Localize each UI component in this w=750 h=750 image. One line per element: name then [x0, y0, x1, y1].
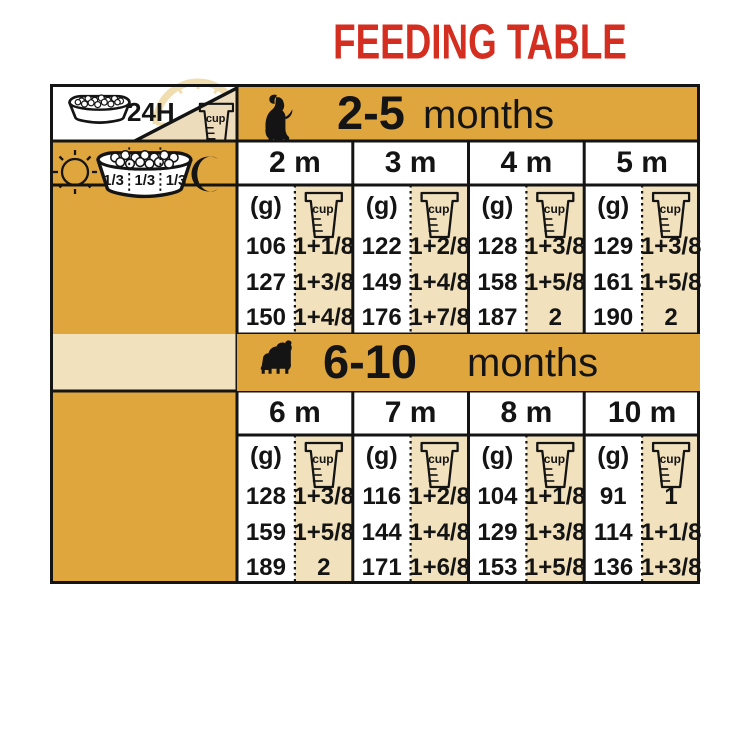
- svg-text:136: 136: [593, 554, 633, 581]
- svg-text:1/3: 1/3: [103, 173, 124, 189]
- svg-text:153: 153: [477, 554, 517, 581]
- svg-text:(g): (g): [250, 442, 282, 470]
- svg-text:1+6/8: 1+6/8: [409, 554, 470, 581]
- svg-text:176: 176: [362, 304, 402, 331]
- svg-text:3 m: 3 m: [385, 146, 437, 179]
- svg-text:8 m: 8 m: [501, 396, 553, 429]
- svg-text:106: 106: [246, 233, 286, 260]
- svg-text:91: 91: [600, 483, 627, 510]
- svg-text:1: 1: [664, 483, 677, 510]
- svg-text:128: 128: [246, 483, 286, 510]
- svg-text:190: 190: [593, 304, 633, 331]
- svg-text:1+1/8: 1+1/8: [293, 233, 354, 260]
- svg-text:128: 128: [477, 233, 517, 260]
- svg-text:2-5: 2-5: [337, 86, 405, 139]
- svg-text:116: 116: [362, 483, 401, 510]
- svg-text:1+3/8: 1+3/8: [525, 233, 586, 260]
- svg-text:129: 129: [477, 519, 517, 546]
- svg-text:5 m: 5 m: [616, 146, 668, 179]
- svg-text:1+3/8: 1+3/8: [293, 269, 354, 296]
- svg-text:1+4/8: 1+4/8: [293, 304, 354, 331]
- svg-text:158: 158: [477, 269, 517, 296]
- svg-text:2: 2: [549, 304, 562, 331]
- svg-text:1+3/8: 1+3/8: [293, 483, 354, 510]
- svg-text:122: 122: [362, 233, 402, 260]
- svg-text:2 m: 2 m: [269, 146, 321, 179]
- svg-text:1+2/8: 1+2/8: [409, 483, 470, 510]
- svg-text:149: 149: [362, 269, 402, 296]
- svg-text:127: 127: [246, 269, 286, 296]
- svg-text:10 m: 10 m: [608, 396, 676, 429]
- svg-text:1+5/8: 1+5/8: [525, 269, 586, 296]
- svg-text:129: 129: [593, 233, 633, 260]
- svg-text:1+4/8: 1+4/8: [409, 519, 470, 546]
- svg-text:1/3: 1/3: [166, 173, 187, 189]
- svg-text:2: 2: [317, 554, 330, 581]
- svg-text:1+3/8: 1+3/8: [641, 554, 702, 581]
- svg-text:114: 114: [594, 519, 633, 546]
- svg-text:1+5/8: 1+5/8: [525, 554, 586, 581]
- svg-text:1+1/8: 1+1/8: [525, 483, 586, 510]
- svg-text:1+5/8: 1+5/8: [641, 269, 702, 296]
- svg-text:1+4/8: 1+4/8: [409, 269, 470, 296]
- svg-text:1+3/8: 1+3/8: [525, 519, 586, 546]
- svg-text:(g): (g): [481, 442, 513, 470]
- svg-text:1+5/8: 1+5/8: [293, 519, 354, 546]
- svg-text:months: months: [467, 341, 598, 385]
- svg-text:1/3: 1/3: [135, 173, 156, 189]
- svg-text:144: 144: [362, 519, 403, 546]
- svg-text:171: 171: [362, 554, 402, 581]
- svg-text:(g): (g): [366, 442, 398, 470]
- svg-text:159: 159: [246, 519, 286, 546]
- svg-text:104: 104: [477, 483, 518, 510]
- svg-text:1+1/8: 1+1/8: [641, 519, 702, 546]
- svg-text:(g): (g): [481, 192, 513, 220]
- svg-text:1+7/8: 1+7/8: [409, 304, 470, 331]
- svg-text:1+2/8: 1+2/8: [409, 233, 470, 260]
- svg-text:(g): (g): [597, 442, 629, 470]
- svg-text:6 m: 6 m: [269, 396, 321, 429]
- svg-text:(g): (g): [250, 192, 282, 220]
- svg-text:189: 189: [246, 554, 286, 581]
- svg-text:6-10: 6-10: [323, 335, 417, 388]
- svg-text:2: 2: [664, 304, 677, 331]
- svg-text:(g): (g): [597, 192, 629, 220]
- svg-text:4 m: 4 m: [501, 146, 553, 179]
- svg-text:187: 187: [477, 304, 517, 331]
- svg-text:161: 161: [593, 269, 633, 296]
- svg-text:(g): (g): [366, 192, 398, 220]
- svg-text:1+3/8: 1+3/8: [641, 233, 702, 260]
- svg-text:7 m: 7 m: [385, 396, 437, 429]
- svg-text:150: 150: [246, 304, 286, 331]
- svg-text:months: months: [423, 93, 554, 137]
